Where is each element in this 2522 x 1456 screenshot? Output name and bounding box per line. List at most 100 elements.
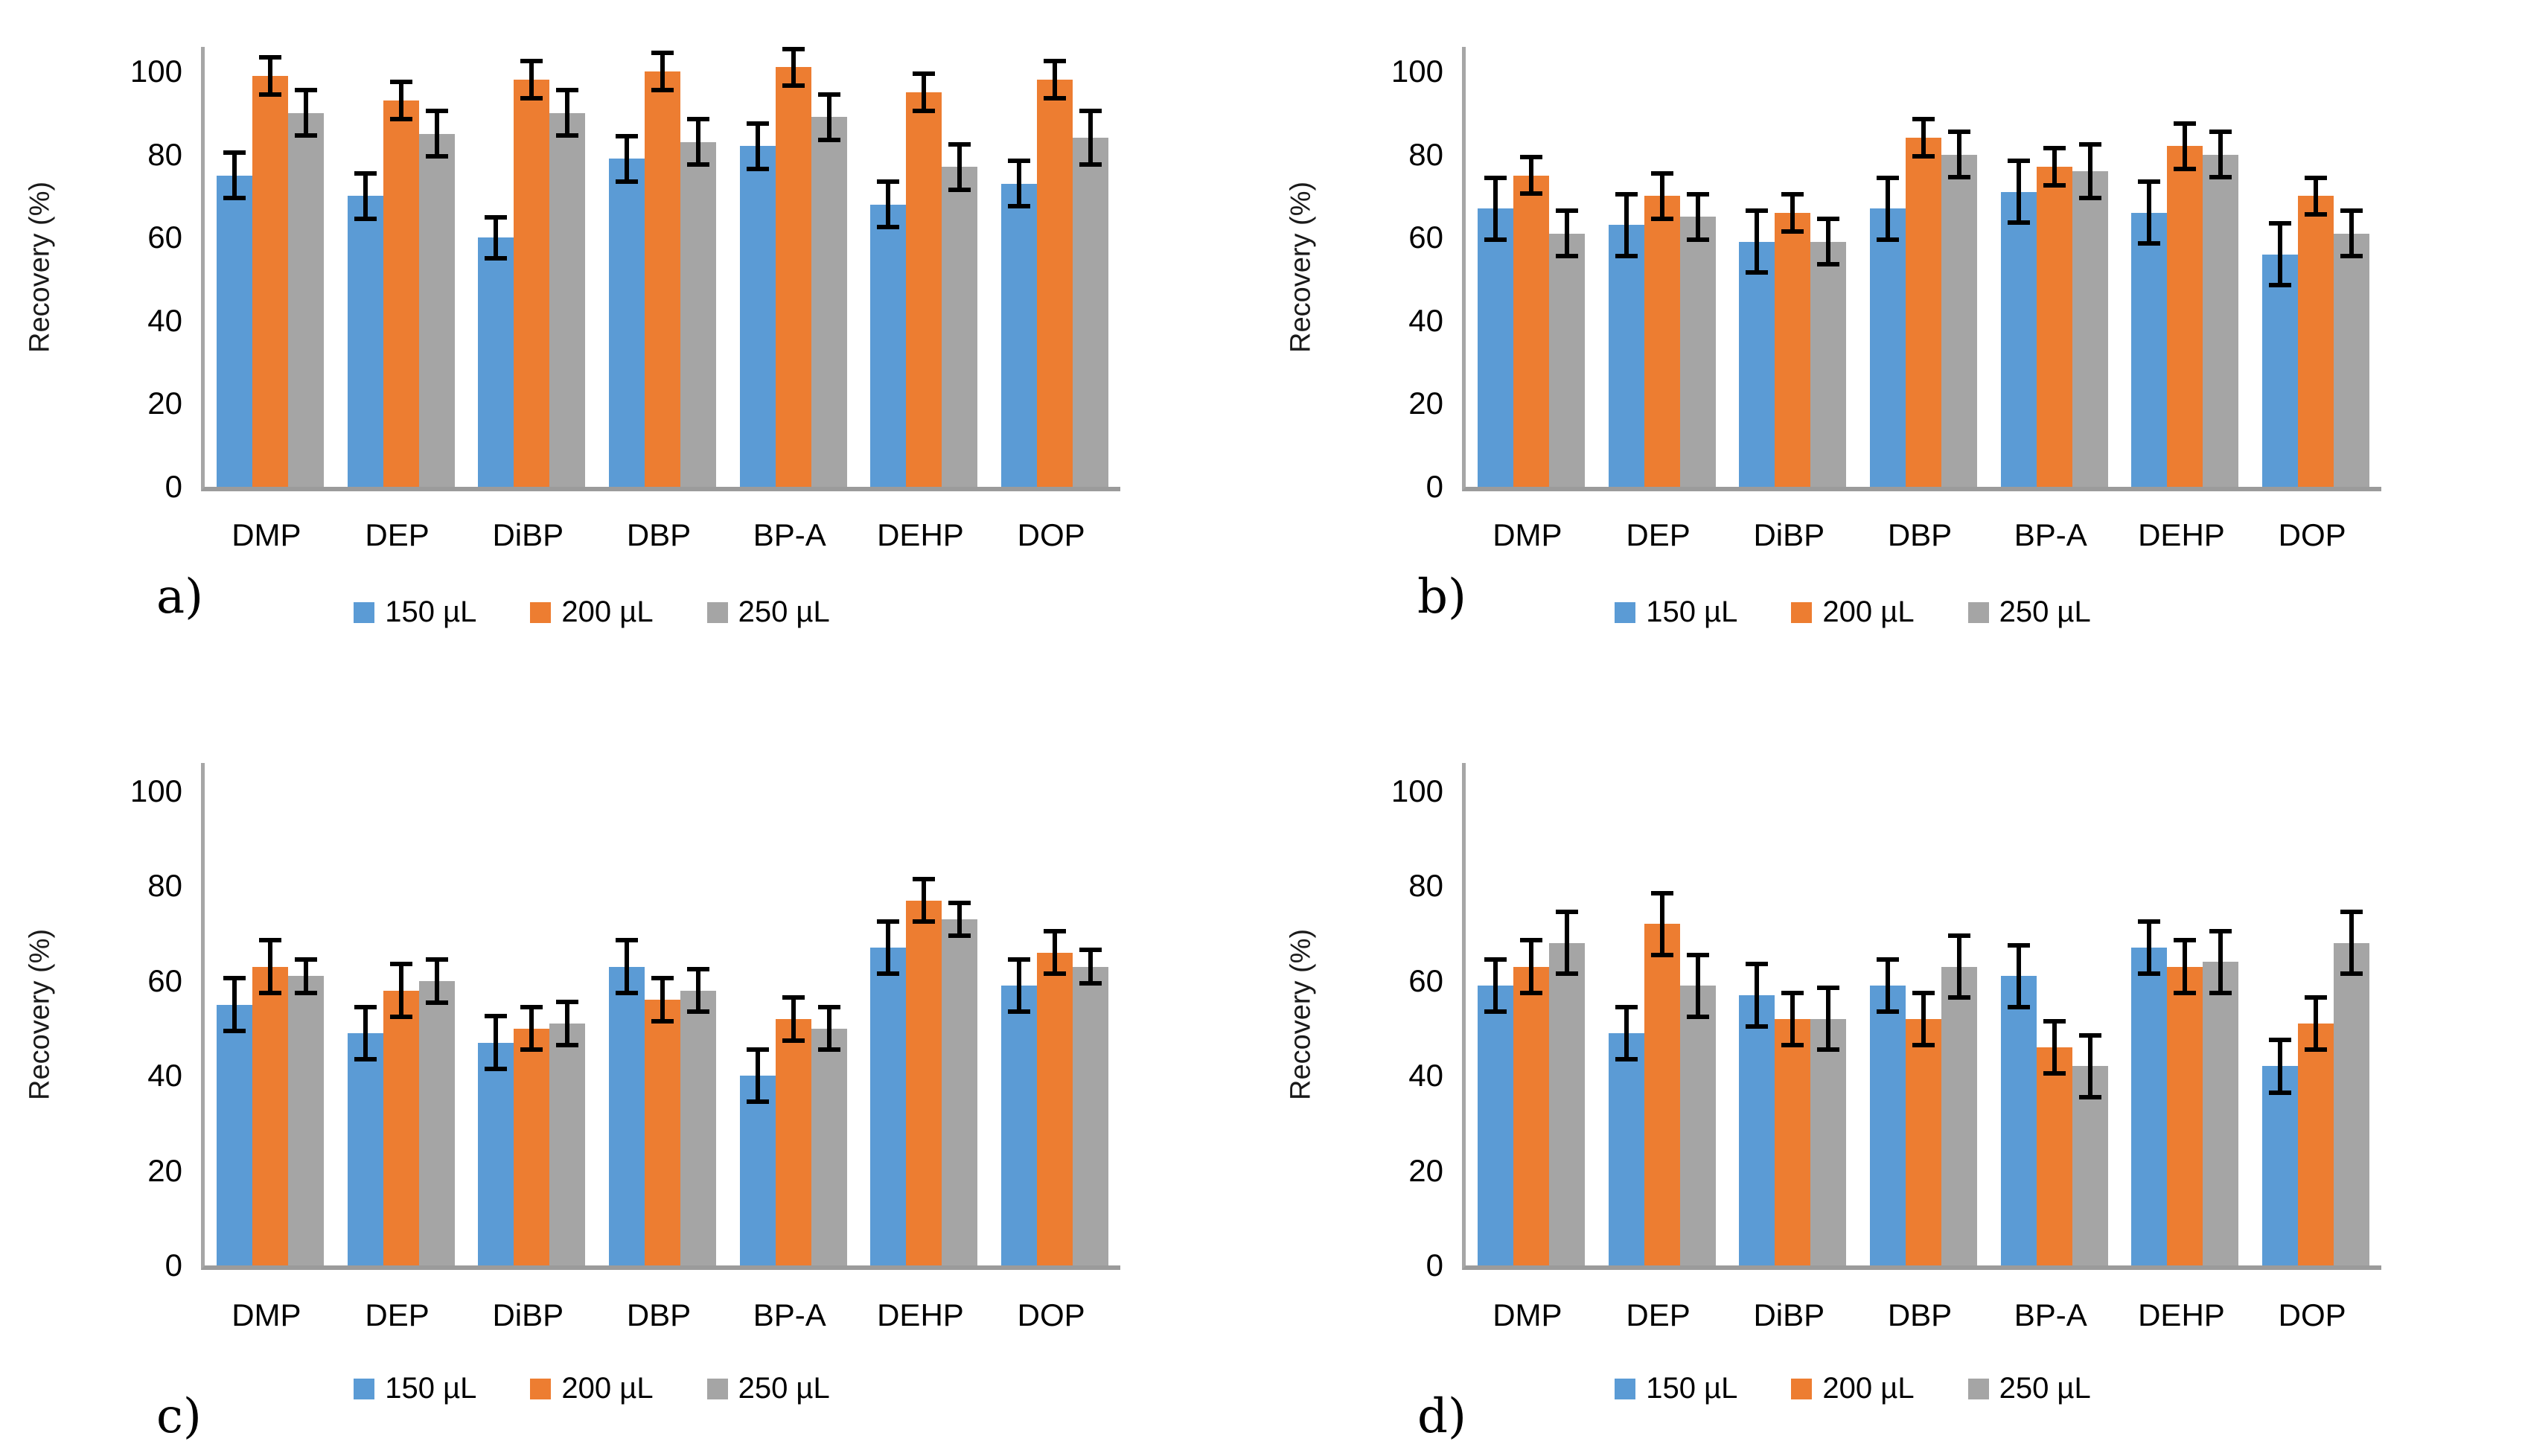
err-line xyxy=(695,117,700,167)
err-line xyxy=(1755,962,1760,1029)
legend: 150 µL 200 µL 250 µL xyxy=(1395,1372,2311,1405)
err-line xyxy=(1564,910,1569,977)
err-cap-top xyxy=(1008,957,1031,962)
error-bar xyxy=(1876,957,1899,1015)
bar-250-ul-dmp xyxy=(287,88,324,487)
err-line xyxy=(232,150,237,200)
err-line xyxy=(2314,175,2319,217)
err-cap-top xyxy=(1686,952,1709,957)
error-bar xyxy=(485,214,508,261)
err-cap-top xyxy=(2078,141,2101,147)
error-bar xyxy=(1008,957,1031,1015)
err-cap-top xyxy=(1947,130,1970,135)
err-line xyxy=(363,1004,368,1062)
err-line xyxy=(2183,938,2188,995)
err-cap-top xyxy=(223,150,246,156)
err-cap-bot xyxy=(1947,995,1970,1000)
bar-group-dibp xyxy=(478,763,586,1265)
y-axis-ticks: 0 20 40 60 80 100 xyxy=(67,47,182,504)
legend: 150 µL 200 µL 250 µL xyxy=(1395,596,2311,629)
err-cap-top xyxy=(1519,154,1542,159)
err-cap-top xyxy=(686,117,709,122)
panel-c: Recovery (%) 0 20 40 60 80 100 DMP DEP DiBP DBP BP-… xyxy=(0,728,1261,1456)
err-cap-bot xyxy=(686,1009,709,1015)
err-cap-top xyxy=(425,957,448,962)
x-tick-label-dehp: DEHP xyxy=(2138,517,2225,552)
bar-250-ul-bp-a xyxy=(2072,1032,2108,1265)
err-line xyxy=(2052,1018,2057,1076)
x-tick-label-dmp: DMP xyxy=(232,1297,301,1332)
legend-swatch-250-ul xyxy=(1967,1378,1989,1399)
err-line xyxy=(1659,170,1664,221)
bar-200-ul-dehp xyxy=(2167,121,2203,487)
legend-entry-200-ul: 200 µL xyxy=(530,596,654,629)
err-cap-top xyxy=(2007,942,2030,948)
err-cap-top xyxy=(354,170,377,176)
bar-250-ul-dehp xyxy=(2203,130,2239,487)
err-line xyxy=(494,214,499,261)
error-bar xyxy=(1912,990,1935,1047)
legend-label: 150 µL xyxy=(1646,596,1738,628)
error-bar xyxy=(686,117,709,167)
bar-250-ul-dop xyxy=(2334,910,2370,1265)
plot-area xyxy=(201,763,1120,1270)
err-cap-bot xyxy=(817,137,840,142)
err-line xyxy=(1790,191,1795,234)
x-tick-label-bp-a: BP-A xyxy=(2014,1297,2087,1332)
error-bar xyxy=(1817,217,1840,267)
error-bar xyxy=(485,1014,508,1071)
err-cap-top xyxy=(913,71,936,77)
err-cap-top xyxy=(1781,191,1804,197)
x-tick-label-dep: DEP xyxy=(1626,1297,1691,1332)
x-tick-label-dmp: DMP xyxy=(1493,517,1562,552)
x-tick-label-bp-a: BP-A xyxy=(753,1297,826,1332)
err-cap-bot xyxy=(877,225,900,230)
bar-200-ul-dep xyxy=(1644,890,1680,1265)
err-line xyxy=(2278,1038,2283,1095)
bar-200-ul-dibp xyxy=(1775,990,1811,1265)
err-line xyxy=(398,80,403,121)
err-cap-bot xyxy=(817,1047,840,1053)
x-tick-label-dibp: DiBP xyxy=(492,1297,564,1332)
plot-area xyxy=(1462,47,2381,491)
bar-250-ul-dop xyxy=(1073,109,1109,487)
bar-250-ul-dmp xyxy=(1548,910,1585,1265)
error-bar xyxy=(2340,208,2363,259)
bar-200-ul-dop xyxy=(1037,928,1073,1265)
err-cap-bot xyxy=(1912,154,1935,159)
bar-250-ul-dehp xyxy=(942,141,978,487)
x-tick-label-dmp: DMP xyxy=(1493,1297,1562,1332)
y-tick-label: 40 xyxy=(147,302,182,338)
err-cap-bot xyxy=(1555,254,1578,259)
bar-250-ul-dop xyxy=(1073,948,1109,1265)
y-tick-label: 40 xyxy=(147,1058,182,1093)
error-bar xyxy=(2007,159,2030,226)
err-cap-bot xyxy=(1484,237,1507,242)
error-bar xyxy=(258,54,281,97)
error-bar xyxy=(913,876,936,925)
error-bar xyxy=(651,51,674,92)
err-line xyxy=(1790,990,1795,1047)
err-line xyxy=(1528,154,1533,197)
err-cap-top xyxy=(1555,208,1578,214)
err-cap-top xyxy=(615,133,638,138)
err-cap-top xyxy=(1746,962,1769,967)
err-cap-top xyxy=(651,51,674,56)
bar-150-ul-dehp xyxy=(2131,919,2168,1265)
err-line xyxy=(2147,179,2152,246)
error-bar xyxy=(948,141,971,192)
err-cap-bot xyxy=(2174,990,2197,995)
err-cap-top xyxy=(1686,191,1709,197)
err-line xyxy=(624,938,629,995)
bar-250-ul-dmp xyxy=(1548,208,1585,487)
legend-swatch-250-ul xyxy=(706,1378,728,1399)
error-bar xyxy=(877,179,900,230)
err-cap-top xyxy=(2043,1018,2066,1024)
bar-200-ul-dbp xyxy=(644,976,680,1265)
err-cap-bot xyxy=(1044,971,1067,977)
error-bar xyxy=(817,1004,840,1053)
err-cap-bot xyxy=(2269,283,2292,288)
y-tick-label: 100 xyxy=(130,54,182,89)
error-bar xyxy=(354,1004,377,1062)
err-cap-bot xyxy=(686,162,709,167)
